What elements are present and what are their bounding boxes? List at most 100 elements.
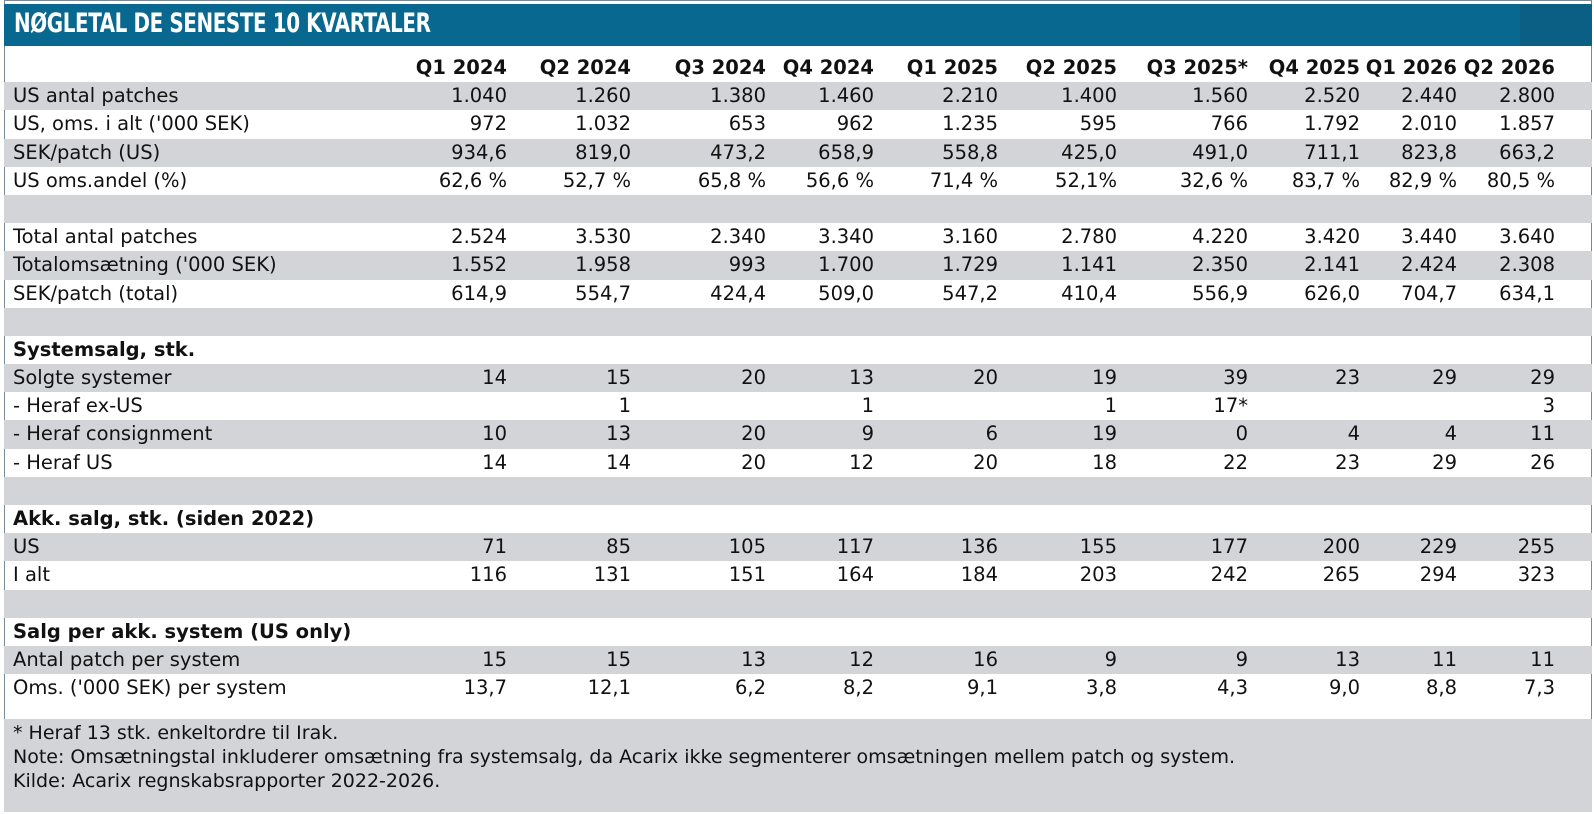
table-cell: 14: [606, 450, 631, 474]
table-row: - Heraf US 14 14 20 12 20 18 22 23 29 26: [4, 449, 1592, 477]
table-cell: 52,7 %: [562, 168, 631, 192]
table-cell: 117: [836, 535, 874, 559]
table-cell: 13: [606, 422, 631, 446]
table-cell: 9: [861, 422, 874, 446]
table-cell: 3.530: [575, 225, 631, 249]
table-cell: 294: [1419, 563, 1457, 587]
table-cell: 2.780: [1061, 225, 1117, 249]
table-cell: 8,8: [1425, 676, 1457, 700]
table-cell: 29: [1432, 450, 1457, 474]
table-row: US, oms. i alt ('000 SEK) 972 1.032 653 962 1…: [4, 110, 1592, 138]
footnote-source: Kilde: Acarix regnskabsrapporter 2022-20…: [13, 770, 441, 792]
table-cell: 972: [469, 112, 507, 136]
table-cell: 9: [1104, 647, 1117, 671]
table-cell: 819,0: [575, 140, 631, 164]
table-cell: 265: [1322, 563, 1360, 587]
table-row: - Heraf ex-US 1 1 1 17* 3: [4, 392, 1592, 420]
table-row: Total antal patches 2.524 3.530 2.340 3.340 3…: [4, 223, 1592, 251]
table-cell: 663,2: [1499, 140, 1555, 164]
table-cell: 4.220: [1192, 225, 1248, 249]
table-cell: 1.141: [1061, 253, 1117, 277]
table-cell: 12,1: [587, 676, 631, 700]
column-header: Q3 2024: [674, 56, 766, 79]
row-label: Totalomsætning ('000 SEK): [13, 253, 277, 277]
spacer-row: [4, 307, 1592, 336]
table-cell: 19: [1092, 366, 1117, 390]
column-header: Q2 2025: [1025, 56, 1117, 79]
table-cell: 177: [1210, 535, 1248, 559]
table-cell: 105: [728, 535, 766, 559]
row-label: US: [13, 535, 40, 559]
table-cell: 13,7: [463, 676, 507, 700]
table-cell: 8,2: [842, 676, 874, 700]
table-cell: 1.792: [1304, 112, 1360, 136]
table-cell: 1.958: [575, 253, 631, 277]
footnotes: * Heraf 13 stk. enkeltordre til Irak. No…: [4, 719, 1592, 812]
row-label: Oms. ('000 SEK) per system: [13, 676, 287, 700]
table-cell: 20: [973, 450, 998, 474]
row-label: Total antal patches: [13, 225, 198, 249]
table-cell: 29: [1432, 366, 1457, 390]
table-cell: 23: [1335, 366, 1360, 390]
table-cell: 29: [1530, 366, 1555, 390]
table-cell: 558,8: [942, 140, 998, 164]
table-cell: 22: [1223, 450, 1248, 474]
table-cell: 14: [482, 450, 507, 474]
table-cell: 962: [836, 112, 874, 136]
table-row: US oms.andel (%) 62,6 % 52,7 % 65,8 % 56,6 %…: [4, 167, 1592, 195]
header-row: Q1 2024 Q2 2024 Q3 2024 Q4 2024 Q1 2025 Q2 20…: [4, 54, 1592, 82]
column-header: Q1 2026: [1365, 56, 1457, 79]
table-cell: 425,0: [1061, 140, 1117, 164]
table-cell: 4,3: [1216, 676, 1248, 700]
table-cell: 17*: [1213, 394, 1248, 418]
table-cell: 3.640: [1499, 225, 1555, 249]
table-cell: 2.308: [1499, 253, 1555, 277]
table-row: - Heraf consignment 10 13 20 9 6 19 0 4 4 11: [4, 420, 1592, 449]
table-row: I alt 116 131 151 164 184 203 242 265 294 323: [4, 561, 1592, 589]
table-cell: 614,9: [451, 281, 507, 305]
table-cell: 16: [973, 647, 998, 671]
table-cell: 19: [1092, 422, 1117, 446]
spacer-row: [4, 194, 1592, 224]
table-cell: 410,4: [1061, 281, 1117, 305]
table-cell: 1.857: [1499, 112, 1555, 136]
section-title: Akk. salg, stk. (siden 2022): [13, 507, 315, 530]
table-cell: 12: [849, 647, 874, 671]
table-cell: 554,7: [575, 281, 631, 305]
table-cell: 1.380: [710, 84, 766, 108]
table-cell: 653: [728, 112, 766, 136]
table-cell: 242: [1210, 563, 1248, 587]
column-header: Q1 2025: [906, 56, 998, 79]
table-cell: 23: [1335, 450, 1360, 474]
table-cell: 200: [1322, 535, 1360, 559]
table-cell: 2.440: [1401, 84, 1457, 108]
table-cell: 2.340: [710, 225, 766, 249]
section-header-row: Salg per akk. system (US only): [4, 618, 1592, 646]
row-label: US antal patches: [13, 84, 179, 108]
table-title: NØGLETAL DE SENESTE 10 KVARTALER: [14, 8, 431, 39]
table-cell: 7,3: [1523, 676, 1555, 700]
table-cell: 11: [1530, 422, 1555, 446]
key-figures-table: Q1 2024 Q2 2024 Q3 2024 Q4 2024 Q1 2025 Q2 20…: [4, 54, 1592, 702]
table-cell: 15: [606, 647, 631, 671]
table-row: Solgte systemer 14 15 20 13 20 19 39 23 29 29: [4, 364, 1592, 393]
table-cell: 20: [973, 366, 998, 390]
table-cell: 136: [960, 535, 998, 559]
table-cell: 2.350: [1192, 253, 1248, 277]
table-cell: 12: [849, 450, 874, 474]
table-cell: 164: [836, 563, 874, 587]
table-cell: 1.032: [575, 112, 631, 136]
table-cell: 155: [1079, 535, 1117, 559]
table-cell: 3.340: [818, 225, 874, 249]
table-cell: 1.560: [1192, 84, 1248, 108]
column-header: Q4 2025: [1268, 56, 1360, 79]
title-bar: NØGLETAL DE SENESTE 10 KVARTALER: [4, 4, 1592, 46]
table-cell: 3,8: [1085, 676, 1117, 700]
table-cell: 1.552: [451, 253, 507, 277]
table-cell: 203: [1079, 563, 1117, 587]
table-cell: 9,0: [1328, 676, 1360, 700]
table-cell: 32,6 %: [1179, 168, 1248, 192]
table-cell: 1.700: [818, 253, 874, 277]
row-label: US oms.andel (%): [13, 168, 188, 192]
table-cell: 1.040: [451, 84, 507, 108]
